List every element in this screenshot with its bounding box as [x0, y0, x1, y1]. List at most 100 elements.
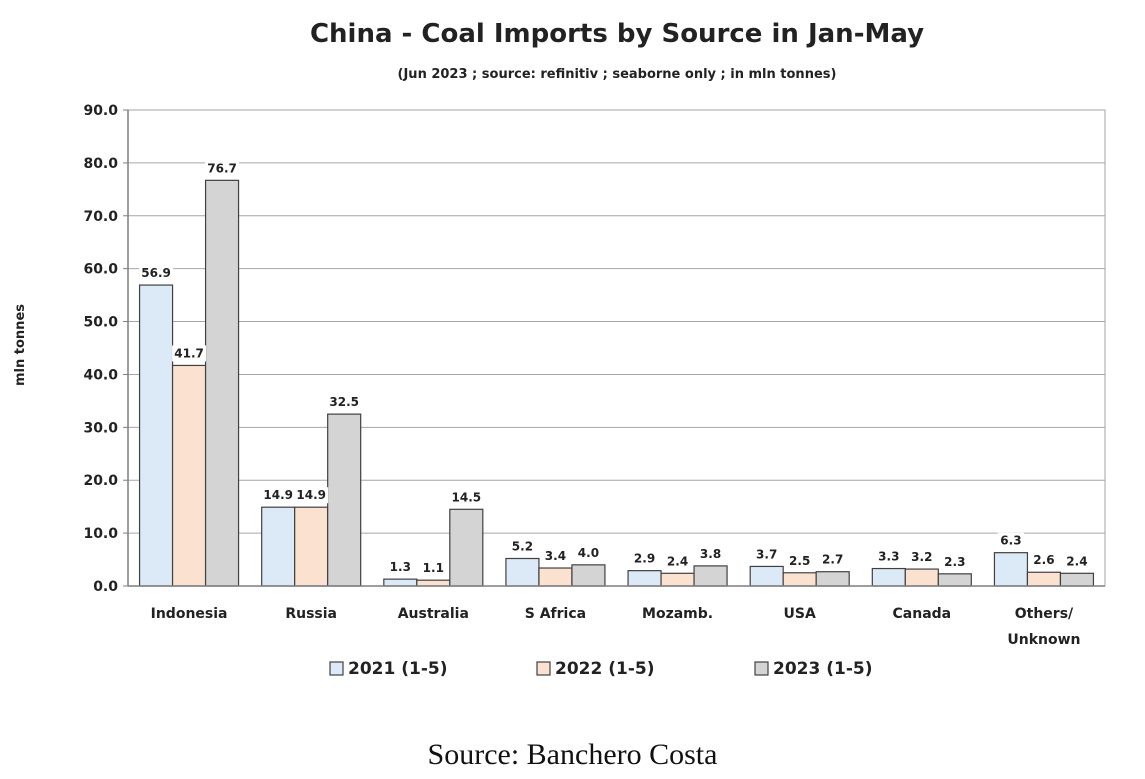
bar: [1059, 572, 1095, 587]
data-label: 3.7: [756, 547, 777, 561]
x-tick-label-line: Canada: [893, 606, 952, 622]
bar: [937, 573, 972, 587]
y-tick-label: 10.0: [83, 526, 118, 542]
bar: [571, 564, 606, 587]
data-label: 1.3: [390, 560, 411, 574]
x-tick-label: Mozamb.: [642, 606, 713, 622]
bar: [627, 570, 662, 587]
bar: [749, 565, 784, 587]
x-tick-label-line: Russia: [285, 606, 337, 622]
y-tick-label: 30.0: [83, 420, 118, 436]
x-tick-label: Australia: [398, 606, 469, 622]
chart-subtitle: (Jun 2023 ; source: refinitiv ; seaborne…: [398, 67, 837, 82]
data-label-bg: [294, 487, 329, 504]
data-label: 5.2: [512, 539, 533, 553]
bar: [782, 572, 817, 587]
bar: [505, 557, 540, 587]
data-label: 14.9: [263, 488, 293, 502]
data-label-bg: [875, 548, 903, 565]
data-label: 2.4: [1066, 554, 1087, 568]
data-label-bg: [819, 551, 846, 568]
data-label: 2.4: [667, 554, 688, 568]
x-tick-label: S Africa: [525, 606, 586, 622]
x-tick-label-line: Others/: [1015, 606, 1074, 622]
axes: 0.0 10.0 20.0 30.0 40.0 50.0 60.0 70.0 80.0 90.0 I…: [83, 103, 1105, 648]
x-tick-label: Others/Unknown: [1007, 606, 1080, 648]
data-label-bg: [786, 552, 813, 569]
y-tick-label: 50.0: [83, 315, 118, 331]
x-tick-label: Indonesia: [151, 606, 228, 622]
data-label: 1.1: [423, 561, 444, 575]
x-tick-label-line: Unknown: [1007, 632, 1080, 648]
data-label: 56.9: [141, 266, 171, 280]
data-label: 32.5: [329, 395, 359, 409]
data-label: 3.2: [911, 550, 932, 564]
data-label-bg: [139, 265, 174, 282]
x-tick-label: Russia: [285, 606, 337, 622]
data-label-bg: [172, 345, 207, 362]
y-tick-label: 60.0: [83, 262, 118, 278]
data-label-bg: [908, 549, 936, 566]
y-tick-label: 90.0: [83, 103, 118, 119]
bar: [815, 571, 850, 587]
legend-swatch: [329, 661, 344, 676]
bar: [327, 413, 362, 587]
x-tick-label-line: Indonesia: [151, 606, 228, 622]
data-label: 2.3: [944, 555, 965, 569]
legend-label: 2021 (1-5): [348, 659, 448, 679]
data-label-bg: [753, 546, 780, 563]
bar: [204, 179, 240, 587]
legend: 2021 (1-5) 2022 (1-5) 2023 (1-5): [329, 659, 873, 679]
data-label-bg: [420, 560, 447, 577]
data-label: 4.0: [578, 546, 599, 560]
bar: [993, 552, 1029, 587]
bar: [660, 572, 695, 587]
bar: [416, 579, 451, 587]
y-tick-label: 40.0: [83, 367, 118, 383]
x-tick-label: USA: [784, 606, 816, 622]
bar: [294, 506, 329, 587]
data-label-bg: [449, 489, 484, 506]
bar: [138, 284, 174, 587]
legend-swatch: [754, 661, 769, 676]
data-label: 14.9: [296, 488, 326, 502]
bar: [449, 508, 484, 587]
x-tick-label-line: USA: [784, 606, 816, 622]
bar: [871, 567, 906, 587]
data-label-bg: [575, 544, 602, 561]
bars: [138, 179, 1095, 587]
legend-swatch: [536, 661, 551, 676]
data-label: 3.4: [545, 549, 566, 563]
data-label: 2.7: [822, 553, 843, 567]
data-label-bg: [997, 532, 1025, 549]
data-label-bg: [1063, 553, 1091, 570]
legend-label: 2023 (1-5): [773, 659, 873, 679]
data-label-bg: [261, 487, 296, 504]
data-label: 3.3: [878, 550, 899, 564]
data-label-bg: [509, 538, 536, 555]
y-tick-label: 80.0: [83, 156, 118, 172]
data-label: 41.7: [174, 346, 204, 360]
y-tick-label: 0.0: [93, 579, 118, 595]
data-label: 2.6: [1033, 553, 1054, 567]
x-tick-label-line: Mozamb.: [642, 606, 713, 622]
data-label-bg: [941, 553, 969, 570]
bar: [171, 364, 207, 587]
data-label-bg: [664, 553, 691, 570]
data-label-bg: [387, 559, 414, 576]
bar: [904, 568, 939, 587]
x-tick-label: Canada: [893, 606, 952, 622]
data-label-bg: [542, 548, 569, 565]
y-tick-label: 70.0: [83, 209, 118, 225]
x-tick-label-line: Australia: [398, 606, 469, 622]
source-caption: Source: Banchero Costa: [427, 738, 718, 771]
data-label-bg: [697, 545, 724, 562]
data-label-bg: [631, 550, 658, 567]
data-label: 2.9: [634, 552, 655, 566]
y-axis-label: mln tonnes: [13, 304, 28, 386]
bar: [1026, 571, 1062, 587]
data-label-bg: [205, 160, 240, 177]
x-tick-label-line: S Africa: [525, 606, 586, 622]
data-label-bg: [1030, 552, 1058, 569]
